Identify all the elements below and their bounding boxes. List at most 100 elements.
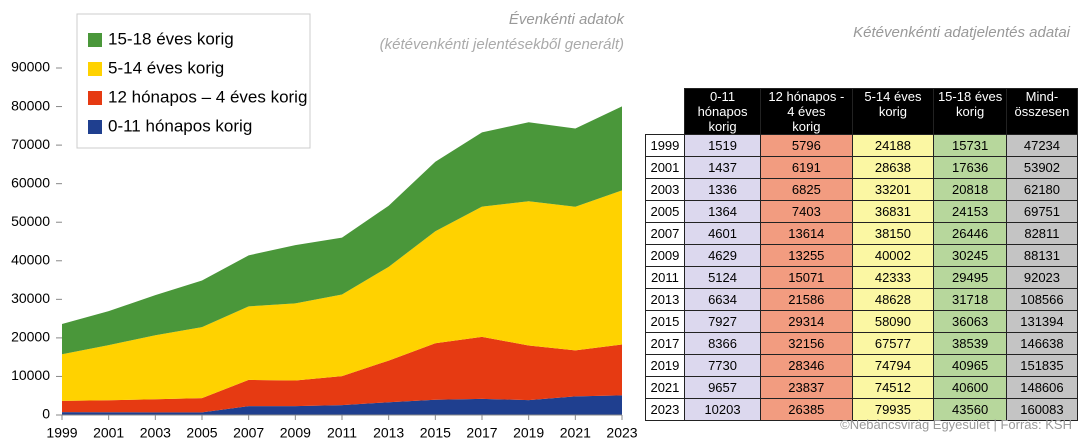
table-cell: 9657 — [683, 376, 762, 399]
table-row: 2017 8366 32156 67577 38539 146638 — [645, 332, 1078, 355]
legend-swatch — [88, 120, 102, 134]
x-tick-label: 2003 — [140, 425, 171, 438]
y-tick-label: 20000 — [11, 329, 50, 345]
table-cell: 30245 — [933, 244, 1007, 267]
area — [62, 106, 622, 355]
table-cell: 15071 — [760, 266, 853, 289]
table-cell: 62180 — [1005, 178, 1078, 201]
x-tick-label: 2005 — [186, 425, 217, 438]
table-row: 2021 9657 23837 74512 40600 148606 — [645, 376, 1078, 399]
table-row: 2001 1437 6191 28638 17636 53902 — [645, 156, 1078, 179]
table-cell: 43560 — [933, 398, 1007, 421]
y-tick-label: 30000 — [11, 290, 50, 306]
y-tick-label: 70000 — [11, 136, 50, 152]
table-cell: 7927 — [683, 310, 762, 333]
table-cell: 1437 — [683, 156, 762, 179]
legend-label: 15-18 éves korig — [108, 29, 234, 48]
table-cell: 47234 — [1005, 134, 1078, 157]
y-tick-label: 0 — [42, 406, 50, 422]
table-cell: 108566 — [1005, 288, 1078, 311]
header-cell: 12 hónapos - 4 éves korig — [760, 88, 853, 135]
table-row: 1999 1519 5796 24188 15731 47234 — [645, 134, 1078, 157]
table-row: 2023 10203 26385 79935 43560 160083 — [645, 398, 1078, 421]
table-cell: 8366 — [683, 332, 762, 355]
table-cell: 26446 — [933, 222, 1007, 245]
y-tick-label: 60000 — [11, 174, 50, 190]
table-cell: 2013 — [645, 288, 685, 311]
table-row: 2011 5124 15071 42333 29495 92023 — [645, 266, 1078, 289]
table-cell: 67577 — [851, 332, 935, 355]
table-cell: 38150 — [851, 222, 935, 245]
table-cell: 26385 — [760, 398, 853, 421]
table-cell: 17636 — [933, 156, 1007, 179]
chart-subtitle: (kétévenkénti jelentésekből generált) — [380, 36, 624, 53]
legend-box — [76, 13, 311, 149]
table-cell: 1336 — [683, 178, 762, 201]
table-cell: 2023 — [645, 398, 685, 421]
table-row: 2015 7927 29314 58090 36063 131394 — [645, 310, 1078, 333]
y-tick-label: 80000 — [11, 97, 50, 113]
table-cell: 7403 — [760, 200, 853, 223]
x-tick-label: 2023 — [606, 425, 637, 438]
x-tick-label: 2019 — [513, 425, 544, 438]
table-cell: 4601 — [683, 222, 762, 245]
table-cell: 38539 — [933, 332, 1007, 355]
table-cell: 1519 — [683, 134, 762, 157]
table-row: 2009 4629 13255 40002 30245 88131 — [645, 244, 1078, 267]
table-cell: 28638 — [851, 156, 935, 179]
legend-label: 5-14 éves korig — [108, 58, 224, 77]
y-tick-label: 90000 — [11, 59, 50, 75]
table-title: Kétévenkénti adatjelentés adatai — [853, 24, 1070, 41]
table-cell: 146638 — [1005, 332, 1078, 355]
table-cell: 15731 — [933, 134, 1007, 157]
table-cell: 7730 — [683, 354, 762, 377]
table-cell: 82811 — [1005, 222, 1078, 245]
x-tick-label: 2021 — [560, 425, 591, 438]
table-cell: 24188 — [851, 134, 935, 157]
y-tick-label: 50000 — [11, 213, 50, 229]
table-row: 2007 4601 13614 38150 26446 82811 — [645, 222, 1078, 245]
y-tick-label: 40000 — [11, 251, 50, 267]
table-cell: 36063 — [933, 310, 1007, 333]
header-cell: Mind- összesen — [1005, 88, 1078, 135]
table-cell: 2007 — [645, 222, 685, 245]
table-cell: 6825 — [760, 178, 853, 201]
header-cell: 0-11 hónapos korig — [683, 88, 762, 135]
table-cell: 32156 — [760, 332, 853, 355]
table-row: 2019 7730 28346 74794 40965 151835 — [645, 354, 1078, 377]
table-cell: 13614 — [760, 222, 853, 245]
table-cell: 69751 — [1005, 200, 1078, 223]
table-cell: 5796 — [760, 134, 853, 157]
table-cell: 2001 — [645, 156, 685, 179]
header-row: 0-11 hónapos korig 12 hónapos - 4 éves ko… — [646, 88, 1078, 135]
table-cell: 58090 — [851, 310, 935, 333]
table-cell: 29314 — [760, 310, 853, 333]
table-cell: 88131 — [1005, 244, 1078, 267]
table-cell: 2005 — [645, 200, 685, 223]
x-tick-label: 2001 — [93, 425, 124, 438]
table-row: 2003 1336 6825 33201 20818 62180 — [645, 178, 1078, 201]
table-cell: 148606 — [1005, 376, 1078, 399]
table-cell: 131394 — [1005, 310, 1078, 333]
table-cell: 92023 — [1005, 266, 1078, 289]
table-cell: 21586 — [760, 288, 853, 311]
table-cell: 33201 — [851, 178, 935, 201]
table-cell: 29495 — [933, 266, 1007, 289]
table-cell: 40600 — [933, 376, 1007, 399]
table-cell: 2003 — [645, 178, 685, 201]
header-cell: 15-18 éves korig — [933, 88, 1007, 135]
header-cell — [646, 89, 685, 135]
table-cell: 23837 — [760, 376, 853, 399]
table-cell: 24153 — [933, 200, 1007, 223]
table-cell: 160083 — [1005, 398, 1078, 421]
legend-label: 0-11 hónapos korig — [108, 116, 252, 135]
table-cell: 2019 — [645, 354, 685, 377]
x-tick-label: 2015 — [420, 425, 451, 438]
table-cell: 1999 — [645, 134, 685, 157]
area — [62, 190, 622, 401]
area — [62, 336, 622, 413]
legend-swatch — [88, 62, 102, 76]
data-table: 0-11 hónapos korig 12 hónapos - 4 éves ko… — [645, 88, 1078, 421]
table-cell: 28346 — [760, 354, 853, 377]
